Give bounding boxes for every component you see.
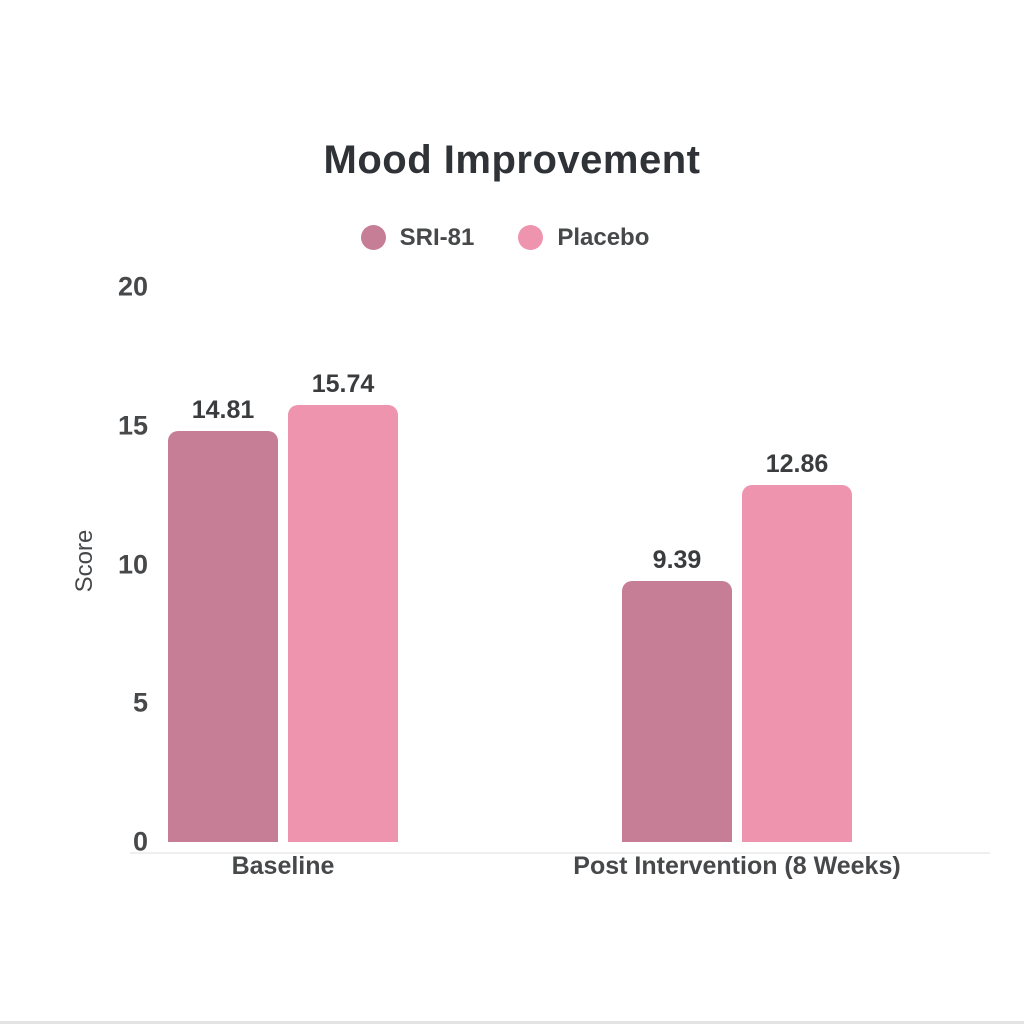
x-axis-category-label: Post Intervention (8 Weeks) — [573, 852, 901, 880]
y-axis-tick-label: 0 — [132, 826, 148, 857]
bar-value-label: 9.39 — [652, 546, 702, 575]
legend-item-placebo[interactable]: Placebo — [518, 225, 649, 250]
y-axis-tick-label: 20 — [117, 271, 148, 302]
bar-placebo-group-0[interactable] — [288, 405, 398, 842]
y-axis-tick-label: 15 — [117, 410, 148, 441]
y-axis-tick-label: 5 — [132, 687, 148, 718]
y-axis-tick-label: 10 — [117, 549, 148, 579]
legend-label-placebo: Placebo — [557, 223, 650, 251]
bar-sri-81-group-0[interactable] — [168, 431, 278, 842]
legend-swatch-sri81-icon — [360, 225, 386, 250]
x-axis-category-label: Baseline — [231, 852, 335, 880]
bar-placebo-group-1[interactable] — [742, 485, 852, 842]
bar-value-label: 12.86 — [765, 450, 829, 479]
legend-swatch-placebo-icon — [518, 225, 544, 250]
legend-item-sri81[interactable]: SRI-81 — [360, 223, 475, 251]
legend-label-sri81: SRI-81 — [399, 223, 475, 251]
chart-title: Mood Improvement — [323, 138, 701, 182]
bar-value-label: 14.81 — [191, 396, 255, 425]
bar-value-label: 15.74 — [311, 370, 375, 399]
bottom-edge-line — [0, 1021, 1024, 1024]
bar-sri-81-group-1[interactable] — [622, 581, 732, 842]
legend: SRI-81 Placebo — [0, 225, 1010, 250]
x-axis-line — [130, 852, 990, 854]
